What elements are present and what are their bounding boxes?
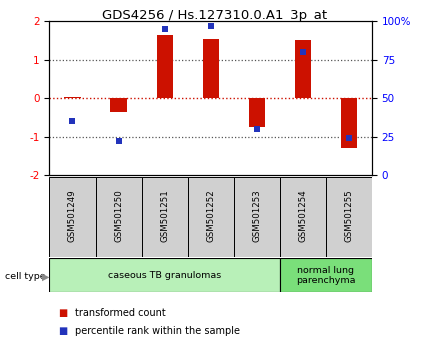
Text: GSM501249: GSM501249 [68, 189, 77, 241]
Text: cell type: cell type [5, 272, 46, 281]
Text: GSM501254: GSM501254 [298, 189, 307, 242]
Text: GSM501253: GSM501253 [252, 189, 261, 242]
Bar [234, 177, 280, 257]
Bar [280, 258, 372, 292]
Bar [49, 258, 280, 292]
Text: GSM501255: GSM501255 [344, 189, 353, 242]
Bar [203, 39, 219, 98]
Text: ■: ■ [58, 326, 68, 336]
Bar [249, 98, 265, 127]
Bar [326, 177, 372, 257]
Point [115, 138, 122, 144]
Text: ■: ■ [58, 308, 68, 318]
Text: percentile rank within the sample: percentile rank within the sample [75, 326, 240, 336]
Bar [187, 177, 234, 257]
Bar [95, 177, 141, 257]
Text: GSM501250: GSM501250 [114, 189, 123, 242]
Text: GDS4256 / Hs.127310.0.A1_3p_at: GDS4256 / Hs.127310.0.A1_3p_at [102, 9, 328, 22]
Bar [64, 97, 80, 98]
Bar [49, 177, 95, 257]
Bar [157, 35, 173, 98]
Text: normal lung
parenchyma: normal lung parenchyma [296, 266, 356, 285]
Point [253, 126, 260, 132]
Point [69, 119, 76, 124]
Bar [280, 177, 326, 257]
Text: transformed count: transformed count [75, 308, 166, 318]
Bar [341, 98, 357, 148]
Point [207, 23, 214, 29]
Point [161, 26, 168, 32]
Bar [141, 177, 187, 257]
Text: GSM501251: GSM501251 [160, 189, 169, 242]
Point [345, 136, 352, 141]
Text: ▶: ▶ [42, 272, 49, 282]
Bar [295, 40, 311, 98]
Point [299, 49, 306, 55]
Text: caseous TB granulomas: caseous TB granulomas [108, 271, 221, 280]
Text: GSM501252: GSM501252 [206, 189, 215, 242]
Bar [111, 98, 126, 112]
